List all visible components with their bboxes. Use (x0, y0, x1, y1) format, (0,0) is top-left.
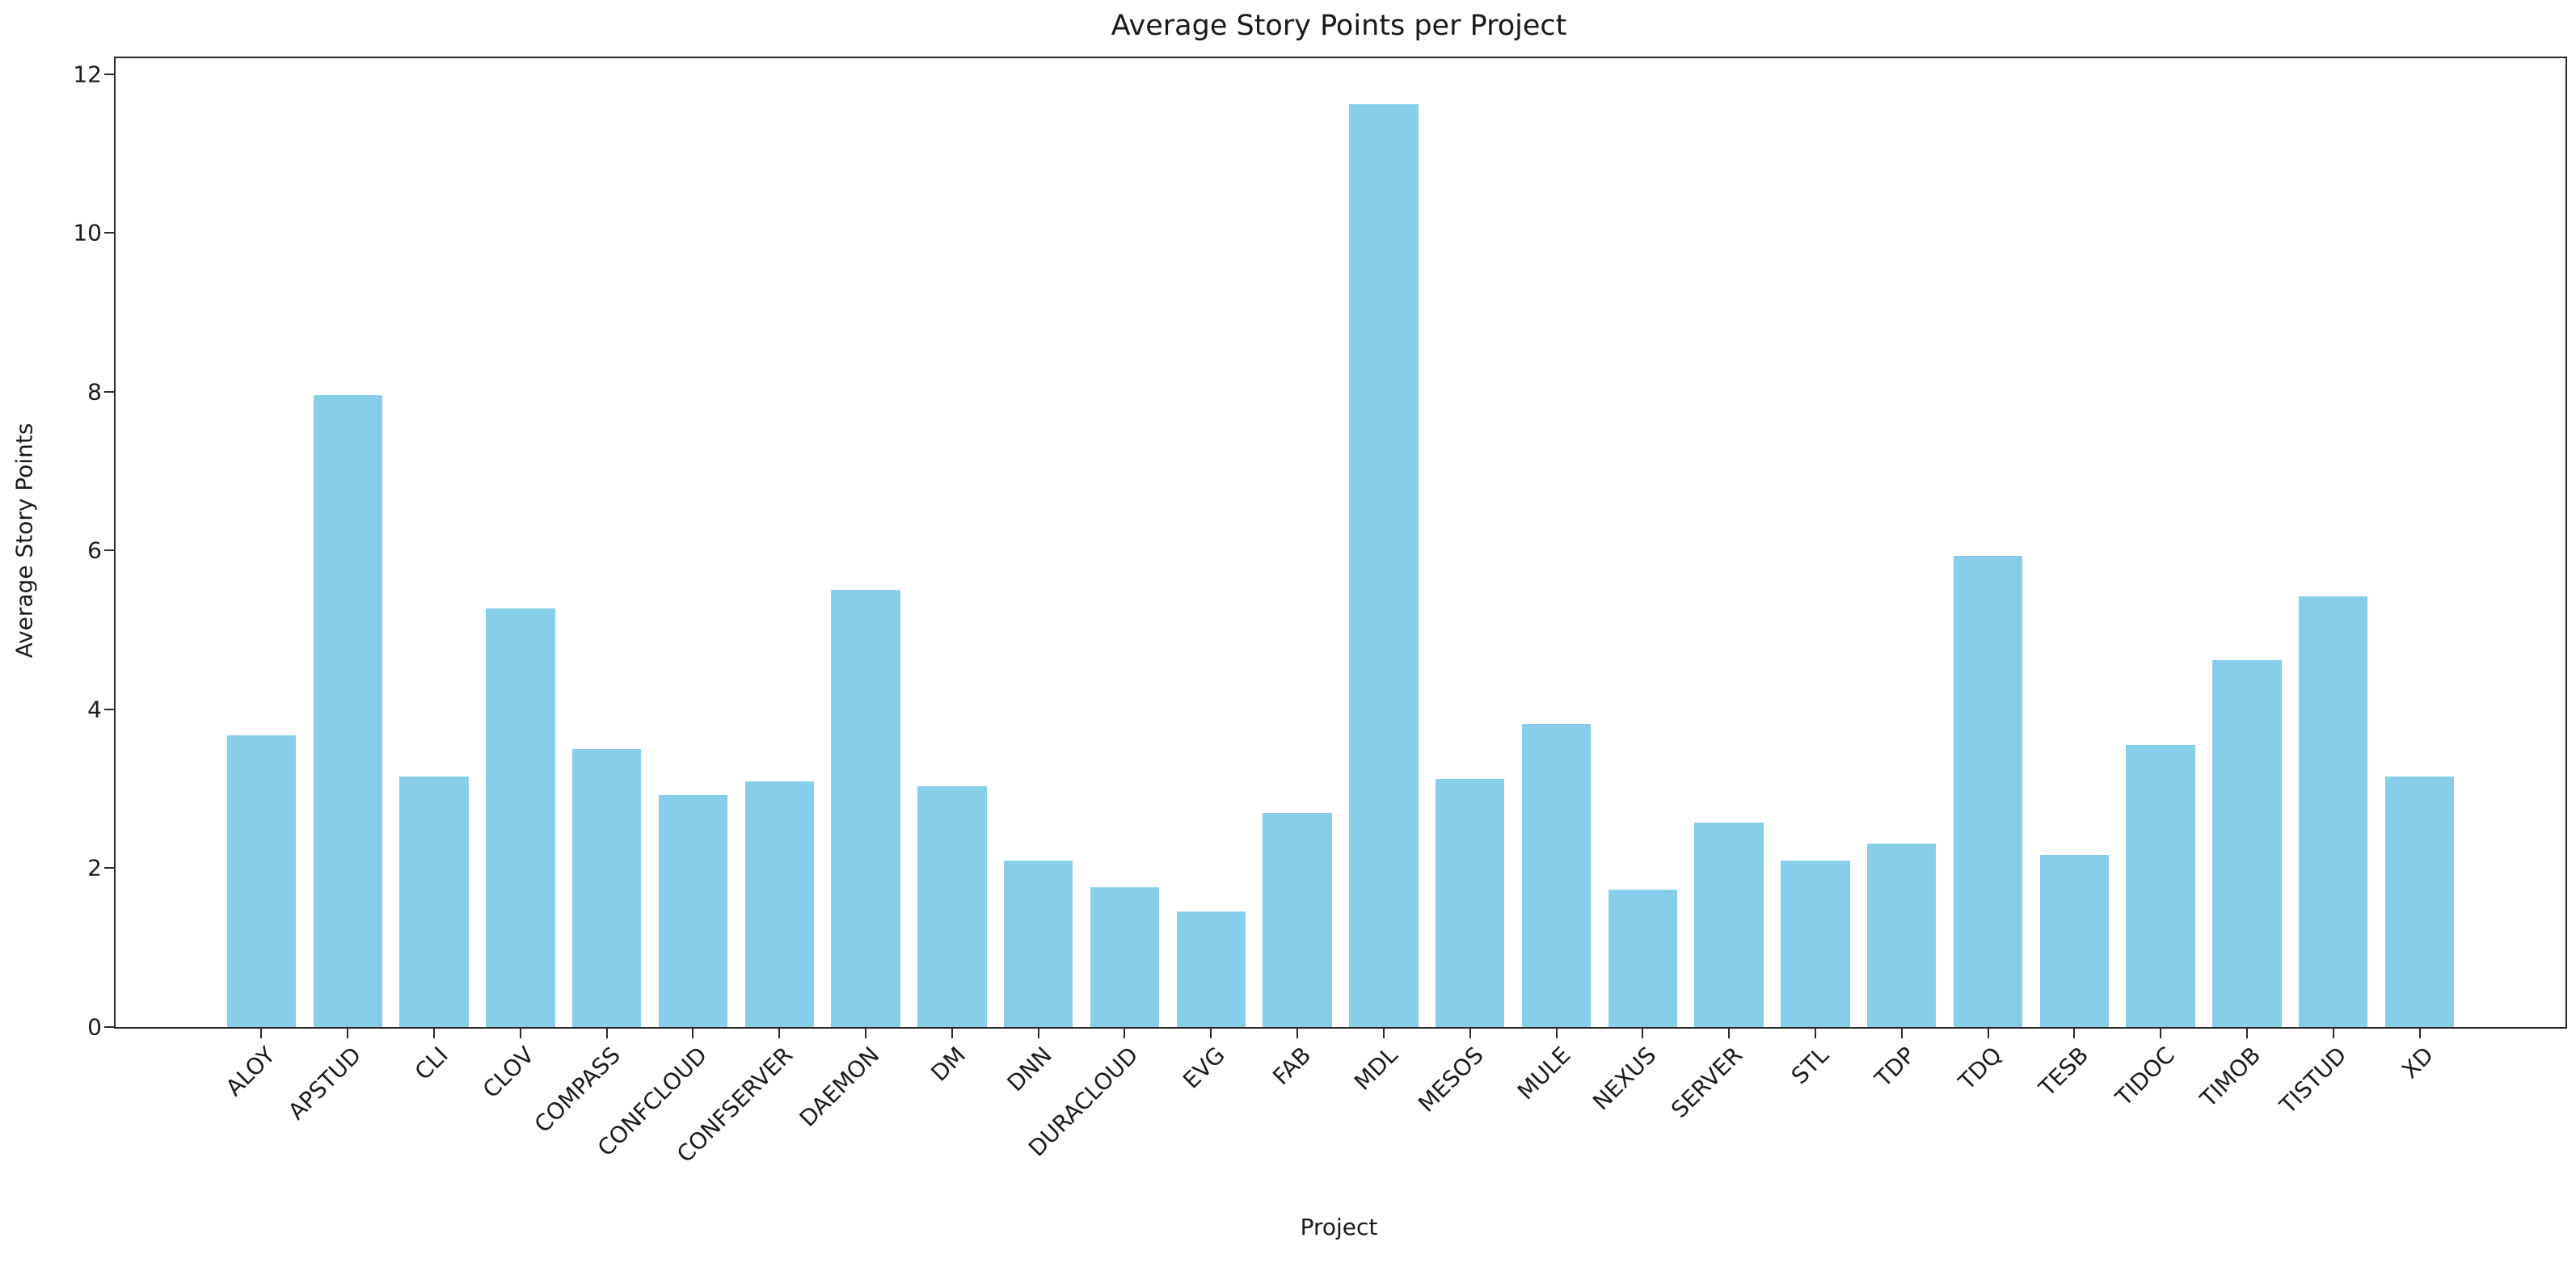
bar-TDP (1866, 843, 1937, 1027)
bar-STL (1781, 860, 1850, 1027)
x-tick-mark (1037, 1029, 1039, 1038)
x-tick-label-SERVER: SERVER (1666, 1042, 1748, 1123)
x-tick-label-TIMOB: TIMOB (2194, 1042, 2266, 1113)
chart-title: Average Story Points per Project (1111, 10, 1567, 42)
x-tick-label-EVG: EVG (1177, 1042, 1230, 1094)
bar-TDQ (1953, 556, 2023, 1027)
x-tick-mark (1728, 1029, 1731, 1038)
y-tick-label: 6 (87, 537, 102, 564)
x-tick-mark (1210, 1029, 1212, 1038)
x-tick-label-DM: DM (925, 1042, 972, 1087)
bar-MULE (1521, 723, 1592, 1027)
x-tick-mark (2418, 1029, 2421, 1038)
y-tick-label: 8 (87, 378, 102, 406)
x-tick-mark (778, 1029, 781, 1038)
bar-SERVER (1694, 823, 1764, 1027)
x-tick-mark (1382, 1029, 1385, 1038)
x-tick-label-TDP: TDP (1870, 1042, 1921, 1092)
x-tick-label-MDL: MDL (1348, 1042, 1403, 1096)
bar-EVG (1176, 911, 1246, 1027)
x-tick-label-XD: XD (2396, 1042, 2439, 1084)
x-tick-mark (1296, 1029, 1299, 1038)
x-tick-label-STL: STL (1786, 1042, 1835, 1090)
bar-MESOS (1435, 779, 1505, 1027)
y-tick-mark (104, 708, 114, 710)
x-tick-label-MULE: MULE (1511, 1042, 1575, 1105)
x-tick-label-NEXUS: NEXUS (1587, 1042, 1662, 1116)
y-tick-label: 12 (73, 61, 102, 88)
bar-XD (2384, 777, 2455, 1027)
x-tick-label-ALOY: ALOY (221, 1042, 280, 1101)
bar-CLI (399, 777, 469, 1027)
x-tick-mark (2245, 1029, 2248, 1038)
bar-COMPASS (571, 749, 642, 1027)
x-tick-mark (1469, 1029, 1471, 1038)
x-tick-label-CLOV: CLOV (477, 1042, 540, 1104)
x-tick-mark (2160, 1029, 2162, 1038)
bar-MDL (1349, 104, 1419, 1027)
x-tick-label-DNN: DNN (1001, 1042, 1058, 1097)
x-tick-mark (433, 1029, 436, 1038)
bar-TESB (2039, 854, 2110, 1027)
x-tick-mark (865, 1029, 867, 1038)
y-tick-mark (104, 390, 114, 393)
bar-DNN (1003, 860, 1073, 1027)
y-tick-mark (104, 867, 114, 869)
x-tick-mark (1642, 1029, 1644, 1038)
y-axis-label: Average Story Points (11, 423, 38, 659)
bar-APSTUD (313, 394, 382, 1027)
x-tick-mark (2332, 1029, 2334, 1038)
x-tick-label-DAEMON: DAEMON (794, 1042, 885, 1132)
x-tick-label-TIDOC: TIDOC (2110, 1042, 2180, 1111)
plot-area: 0 2 4 6 8 10 12 ALOY APSTUD CLI CLOV COMPASS CONFCLO… (73, 57, 2567, 1168)
x-tick-mark (1814, 1029, 1816, 1038)
x-tick-mark (2073, 1029, 2076, 1038)
bar-ALOY (226, 735, 297, 1027)
x-tick-label-FAB: FAB (1267, 1042, 1317, 1091)
x-tick-mark (951, 1029, 953, 1038)
bar-TIDOC (2126, 745, 2195, 1027)
bar-NEXUS (1608, 889, 1678, 1027)
x-tick-mark (692, 1029, 694, 1038)
x-tick-label-TESB: TESB (2033, 1042, 2093, 1102)
x-tick-label-TISTUD: TISTUD (2275, 1042, 2353, 1119)
y-tick-label: 2 (87, 854, 102, 882)
bar-CLOV (486, 608, 555, 1027)
x-tick-mark (1987, 1029, 1989, 1038)
bar-TIMOB (2212, 659, 2282, 1027)
y-tick-mark (104, 232, 114, 234)
bar-CONFCLOUD (658, 795, 728, 1027)
x-tick-mark (1900, 1029, 1903, 1038)
x-tick-mark (605, 1029, 608, 1038)
x-tick-label-TDQ: TDQ (1953, 1042, 2007, 1096)
bar-CONFSERVER (744, 781, 814, 1027)
bar-FAB (1263, 812, 1332, 1027)
bar-TISTUD (2298, 596, 2368, 1027)
y-tick-mark (104, 73, 114, 75)
x-tick-mark (347, 1029, 349, 1038)
x-axis-label: Project (1300, 1214, 1378, 1240)
x-tick-mark (1124, 1029, 1126, 1038)
x-tick-mark (1555, 1029, 1558, 1038)
x-tick-label-APSTUD: APSTUD (283, 1042, 367, 1126)
bar-DURACLOUD (1090, 887, 1160, 1027)
x-tick-mark (519, 1029, 521, 1038)
bar-DM (917, 786, 987, 1027)
y-tick-label: 10 (73, 219, 102, 246)
x-tick-mark (260, 1029, 263, 1038)
x-tick-label-MESOS: MESOS (1413, 1042, 1490, 1118)
y-tick-label: 4 (87, 696, 102, 723)
y-tick-label: 0 (87, 1013, 102, 1041)
y-tick-mark (104, 549, 114, 552)
bar-DAEMON (831, 589, 900, 1027)
x-tick-label-CLI: CLI (409, 1042, 453, 1086)
y-tick-mark (104, 1026, 114, 1028)
